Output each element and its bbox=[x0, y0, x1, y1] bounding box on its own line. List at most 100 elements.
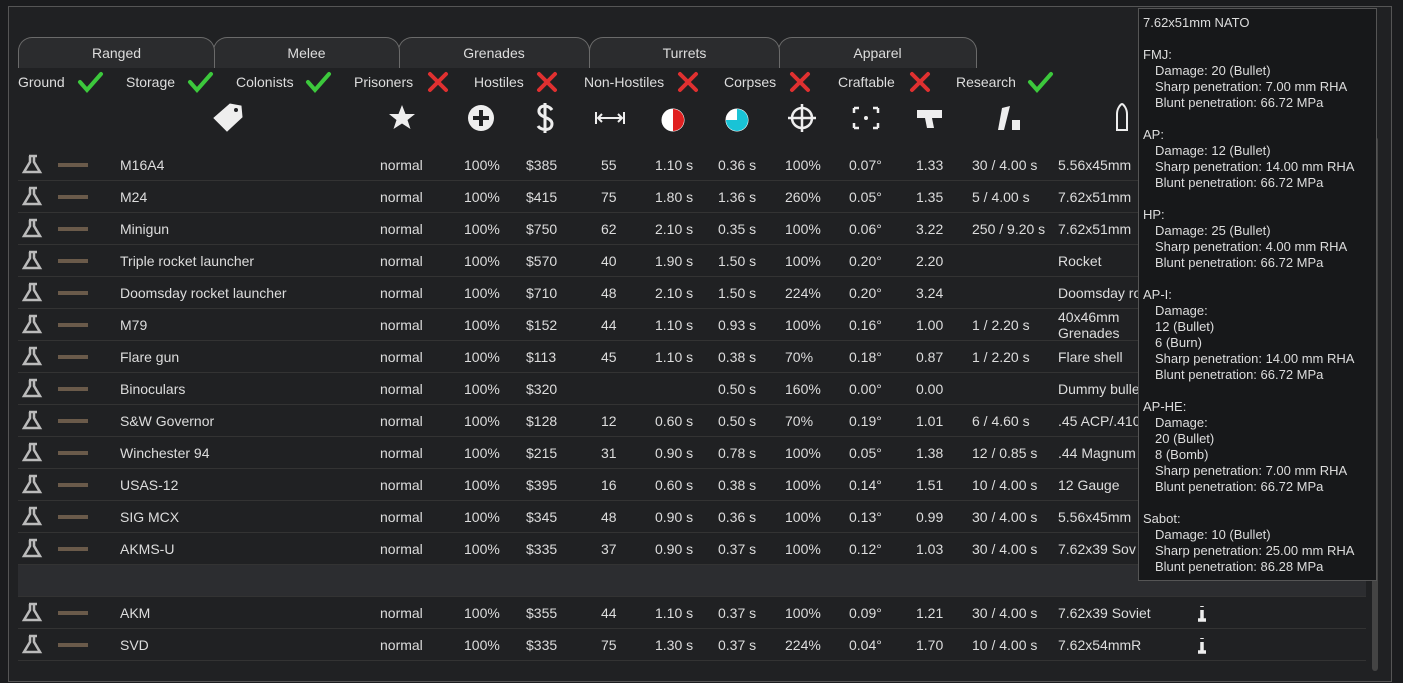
table-cell: normal bbox=[380, 285, 423, 301]
table-cell: 31 bbox=[601, 445, 617, 461]
table-row[interactable] bbox=[18, 533, 1366, 565]
table-cell: USAS-12 bbox=[120, 477, 179, 493]
table-cell: 1.35 bbox=[916, 189, 944, 205]
table-cell: 224% bbox=[785, 285, 821, 301]
table-cell: 0.07° bbox=[849, 157, 882, 173]
filter-label[interactable]: Hostiles bbox=[474, 74, 524, 90]
table-cell: Minigun bbox=[120, 221, 170, 237]
filter-label[interactable]: Non-Hostiles bbox=[584, 74, 665, 90]
table-cell: 0.37 s bbox=[718, 637, 757, 653]
table-row[interactable] bbox=[18, 245, 1366, 277]
table-cell: 224% bbox=[785, 637, 821, 653]
research-flask-icon bbox=[21, 218, 43, 238]
tooltip-line: Damage: 12 (Bullet) bbox=[1155, 143, 1271, 158]
table-cell: AKMS-U bbox=[120, 541, 175, 557]
table-cell: 0.00° bbox=[849, 381, 882, 397]
table-cell: 5 / 4.00 s bbox=[972, 189, 1030, 205]
tab[interactable]: Melee bbox=[213, 37, 400, 68]
table-cell: 0.90 s bbox=[655, 509, 694, 525]
table-row[interactable] bbox=[18, 629, 1366, 661]
table-cell: 160% bbox=[785, 381, 821, 397]
section-label: AP: bbox=[1143, 127, 1164, 142]
table-row[interactable] bbox=[18, 149, 1366, 181]
filter-label[interactable]: Craftable bbox=[838, 74, 895, 90]
table-cell: 250 / 9.20 s bbox=[972, 221, 1046, 237]
weapon-icon bbox=[58, 195, 88, 199]
table-cell: 7.62x39 Sov bbox=[1058, 541, 1136, 557]
table-cell: 100% bbox=[464, 317, 500, 333]
tooltip-line: Sharp penetration: 25.00 mm RHA bbox=[1155, 543, 1355, 558]
table-cell: Flare gun bbox=[120, 349, 180, 365]
table-cell: 0.16° bbox=[849, 317, 882, 333]
tooltip-title: 7.62x51mm NATO bbox=[1143, 15, 1250, 30]
research-flask-icon bbox=[21, 346, 43, 366]
filter-label[interactable]: Corpses bbox=[724, 74, 777, 90]
table-cell: 0.38 s bbox=[718, 349, 757, 365]
filter-label[interactable]: Colonists bbox=[236, 74, 294, 90]
cross-icon bbox=[537, 72, 557, 92]
weapon-icon bbox=[58, 515, 88, 519]
table-cell: Doomsday rocket launcher bbox=[120, 285, 287, 301]
table-cell: normal bbox=[380, 157, 423, 173]
table-cell: 0.05° bbox=[849, 445, 882, 461]
tooltip-line: Blunt penetration: 66.72 MPa bbox=[1155, 479, 1324, 494]
table-row[interactable] bbox=[18, 341, 1366, 373]
table-row[interactable] bbox=[18, 405, 1366, 437]
table-row[interactable] bbox=[18, 597, 1366, 629]
research-flask-icon bbox=[21, 314, 43, 334]
filter-label[interactable]: Prisoners bbox=[354, 74, 414, 90]
tooltip-line: Blunt penetration: 66.72 MPa bbox=[1155, 255, 1324, 270]
table-cell: 100% bbox=[464, 413, 500, 429]
tooltip: 7.62x51mm NATO FMJ: Damage: 20 (Bullet) Sha… bbox=[1138, 8, 1377, 581]
table-cell: 0.36 s bbox=[718, 509, 757, 525]
table-cell: 0.99 bbox=[916, 509, 944, 525]
tooltip-line: Sharp penetration: 7.00 mm RHA bbox=[1155, 79, 1348, 94]
table-cell: normal bbox=[380, 253, 423, 269]
filter-label[interactable]: Storage bbox=[126, 74, 176, 90]
filter-label[interactable]: Research bbox=[956, 74, 1016, 90]
table-cell: $113 bbox=[526, 349, 557, 365]
tooltip-subline: 12 (Bullet) bbox=[1155, 319, 1215, 334]
section-label: HP: bbox=[1143, 207, 1165, 222]
table-cell: 70% bbox=[785, 413, 814, 429]
weapon-icon bbox=[58, 163, 88, 167]
tooltip-subline: 6 (Burn) bbox=[1155, 335, 1202, 350]
table-cell: 40 bbox=[601, 253, 617, 269]
table-row[interactable] bbox=[18, 213, 1366, 245]
table-cell: 16 bbox=[601, 477, 617, 493]
table-row[interactable] bbox=[18, 277, 1366, 309]
table-row[interactable] bbox=[18, 181, 1366, 213]
tooltip-subline: 8 (Bomb) bbox=[1155, 447, 1209, 462]
table-row[interactable] bbox=[18, 437, 1366, 469]
table-cell: 100% bbox=[464, 381, 500, 397]
cross-icon bbox=[678, 72, 698, 92]
table-row[interactable] bbox=[18, 373, 1366, 405]
table-cell: 100% bbox=[464, 253, 500, 269]
table-cell: 10 / 4.00 s bbox=[972, 637, 1038, 653]
check-icon bbox=[78, 72, 103, 94]
table-cell: 48 bbox=[601, 509, 617, 525]
tab[interactable]: Turrets bbox=[589, 37, 780, 68]
table-cell: 100% bbox=[785, 253, 821, 269]
header-icons bbox=[213, 102, 1128, 133]
table-cell: SVD bbox=[120, 637, 149, 653]
table-cell: 100% bbox=[785, 445, 821, 461]
table-cell: 0.19° bbox=[849, 413, 882, 429]
spacer bbox=[1143, 31, 1376, 47]
table-cell: 12 Gauge bbox=[1058, 477, 1120, 493]
table-cell: M79 bbox=[120, 317, 148, 333]
table-cell: 55 bbox=[601, 157, 617, 173]
tooltip-line: Sharp penetration: 14.00 mm RHA bbox=[1155, 159, 1355, 174]
table-cell: 260% bbox=[785, 189, 821, 205]
table-row[interactable] bbox=[18, 501, 1366, 533]
tab[interactable]: Grenades bbox=[398, 37, 590, 68]
table-cell: 100% bbox=[464, 477, 500, 493]
table-cell: Doomsday ro bbox=[1058, 285, 1142, 301]
tab[interactable]: Ranged bbox=[18, 37, 215, 68]
table-cell: normal bbox=[380, 381, 423, 397]
filter-label[interactable]: Ground bbox=[18, 74, 65, 90]
table-row[interactable] bbox=[18, 309, 1366, 341]
table-row[interactable] bbox=[18, 469, 1366, 501]
weapon-icon bbox=[58, 451, 88, 455]
tab[interactable]: Apparel bbox=[778, 37, 977, 68]
